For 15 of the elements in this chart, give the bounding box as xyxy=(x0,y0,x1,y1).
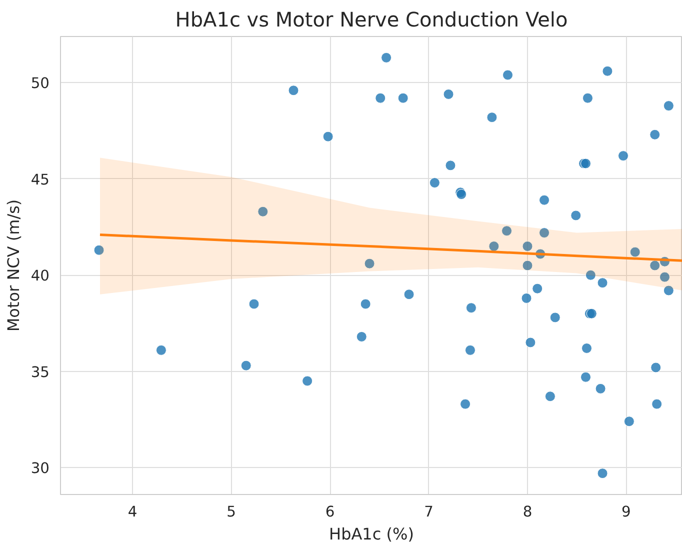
x-tick-label: 9 xyxy=(622,504,631,520)
x-tick-label: 5 xyxy=(226,504,236,520)
y-tick-label: 50 xyxy=(30,75,50,92)
x-axis-title: HbA1c (%) xyxy=(329,524,414,544)
y-tick-label: 45 xyxy=(30,171,50,188)
chart-title: HbA1c vs Motor Nerve Conduction Velo xyxy=(175,8,568,32)
y-tick-label: 35 xyxy=(30,364,50,381)
y-tick-label: 40 xyxy=(30,268,50,285)
y-axis-title: Motor NCV (m/s) xyxy=(4,199,23,332)
y-tick-label: 30 xyxy=(30,460,50,478)
x-tick-label: 8 xyxy=(522,504,532,520)
line-series xyxy=(98,233,682,262)
x-tick-label: 4 xyxy=(128,504,138,520)
x-tick-label: 7 xyxy=(424,504,434,520)
x-tick-label: 6 xyxy=(325,504,335,520)
